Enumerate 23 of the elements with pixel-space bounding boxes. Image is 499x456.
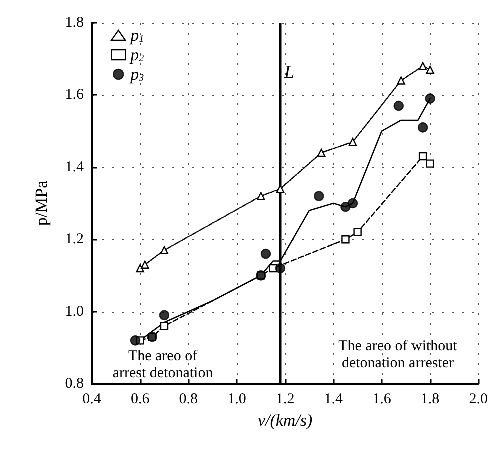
y-axis-title: p/MPa bbox=[32, 180, 51, 226]
x-tick-label: 0.4 bbox=[82, 392, 102, 408]
y-tick-label: 1.8 bbox=[65, 15, 84, 31]
y-tick-label: 1.2 bbox=[65, 232, 84, 248]
y-tick-label: 1.6 bbox=[65, 87, 84, 104]
y-tick-label: 0.8 bbox=[65, 376, 84, 392]
annotation: The areo of without detonation arrester bbox=[338, 338, 458, 372]
x-tick-label: 1.4 bbox=[324, 392, 344, 408]
y-tick-label: 1.4 bbox=[65, 159, 84, 176]
y-tick-label: 1.0 bbox=[65, 304, 84, 320]
legend-label: p1 bbox=[130, 26, 144, 45]
x-tick-label: 2.0 bbox=[469, 392, 488, 408]
legend-label: p3 bbox=[130, 65, 144, 84]
x-axis-title: v/(km/s) bbox=[258, 411, 314, 430]
x-tick-label: 1.8 bbox=[420, 392, 440, 408]
x-tick-label: 1.0 bbox=[228, 392, 246, 408]
x-tick-label: 0.6 bbox=[130, 392, 150, 408]
x-tick-label: 1.6 bbox=[372, 392, 392, 408]
x-tick-label: 0.8 bbox=[179, 392, 198, 408]
x-tick-label: 1.2 bbox=[276, 392, 295, 408]
ref-line-label: L bbox=[283, 62, 294, 82]
legend-label: p2 bbox=[130, 46, 144, 64]
annotation: The areo of arrest detonation bbox=[112, 348, 214, 382]
